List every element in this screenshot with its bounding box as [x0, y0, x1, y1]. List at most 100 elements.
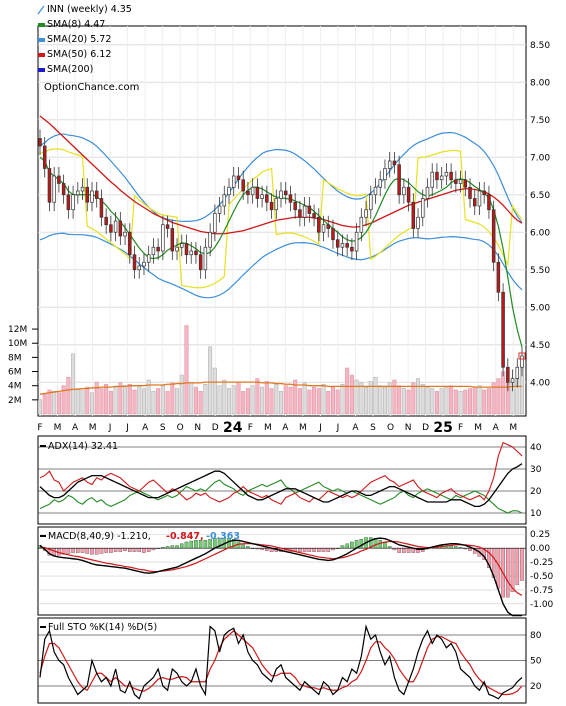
- candle-body: [165, 224, 170, 229]
- candle-body: [411, 201, 416, 229]
- candle-body: [161, 224, 165, 252]
- macd-panel: 0.25 0.00 -0.25 -0.50 -0.75 -1.00 MACD(8,40,9)…: [37, 526, 554, 617]
- volume-bar: [85, 386, 90, 415]
- macd-content-tick-label: 0.25: [530, 530, 550, 540]
- volume-bar: [222, 379, 227, 415]
- macd-histogram-bar: [90, 548, 94, 555]
- candle-body: [231, 175, 236, 188]
- bollinger-lower-line: [39, 232, 523, 299]
- candle-body: [307, 205, 312, 214]
- volume-bar: [486, 388, 491, 415]
- candle-body: [335, 239, 340, 248]
- candle-body: [57, 175, 61, 184]
- volume-bar: [373, 376, 378, 415]
- candle-body: [369, 194, 373, 211]
- candle-body: [175, 246, 179, 252]
- macd-histogram-bar: [496, 548, 501, 589]
- volume-bar: [321, 384, 326, 415]
- adx-content-tick-label: 30: [530, 465, 542, 475]
- macd-histogram-bar: [109, 548, 113, 553]
- candle-body: [94, 190, 99, 199]
- candle-body: [444, 171, 449, 177]
- candle-body: [501, 291, 505, 368]
- macd-histogram-bar: [383, 542, 387, 549]
- legend-swatch: [38, 68, 45, 72]
- macd-histogram-bar: [298, 548, 302, 552]
- candle-body: [354, 231, 359, 252]
- candle-body: [317, 216, 321, 233]
- macd-histogram-bar: [99, 548, 104, 554]
- volume-bar: [302, 382, 307, 415]
- candle-body: [250, 186, 255, 196]
- candle-body: [283, 190, 288, 196]
- volume-bar: [387, 382, 392, 415]
- legend-label: SMA(50) 6.12: [47, 49, 111, 60]
- price-tick-label: 8.00: [530, 78, 550, 88]
- candle-body: [241, 179, 245, 192]
- volume-bar: [132, 389, 137, 415]
- macd-histogram-bar: [85, 548, 90, 554]
- volume-bar: [113, 386, 118, 415]
- legend-swatch: [38, 53, 45, 57]
- volume-bar: [203, 384, 208, 415]
- macd-histogram-bar: [302, 548, 307, 552]
- macd-histogram-bar: [397, 548, 401, 553]
- candle-body: [113, 220, 118, 233]
- volume-tick-label: 10M: [8, 339, 27, 349]
- legend-swatch: [38, 38, 45, 42]
- macd-histogram-bar: [104, 548, 108, 553]
- macd-histogram-bar: [515, 548, 520, 585]
- legend-label: SMA(20) 5.72: [47, 34, 111, 45]
- month-label: O: [177, 423, 184, 433]
- macd-histogram-bar: [506, 548, 510, 598]
- macd-histogram-bar: [402, 548, 406, 553]
- sto-content-tick-label: 80: [530, 631, 542, 641]
- macd-histogram-bar: [307, 548, 312, 552]
- month-label: J: [318, 423, 322, 433]
- candle-body: [449, 171, 453, 181]
- month-label: A: [352, 423, 359, 433]
- volume-bar: [118, 382, 123, 415]
- candle-body: [387, 160, 392, 169]
- candle-body: [487, 194, 491, 211]
- candle-body: [454, 179, 458, 184]
- volume-bar: [94, 381, 99, 415]
- macd-content-tick-label: -1.00: [530, 600, 554, 610]
- price-tick-label: 7.50: [530, 116, 550, 126]
- macd-histogram-bar: [113, 548, 118, 552]
- volume-bar: [278, 391, 284, 415]
- candle-body: [397, 164, 401, 196]
- volume-bar: [146, 379, 151, 415]
- volume-bar: [430, 388, 435, 415]
- volume-bar: [340, 384, 345, 415]
- macd-line: [39, 537, 522, 617]
- macd-histogram-bar: [265, 548, 269, 551]
- volume-bar: [364, 386, 369, 415]
- legend-label: SMA(8) 4.47: [47, 19, 105, 30]
- volume-tick-label: 6M: [8, 368, 22, 378]
- volume-bar: [212, 367, 217, 415]
- volume-tick-label: 4M: [8, 382, 22, 392]
- candle-body: [496, 261, 501, 293]
- legend-label: SMA(200): [47, 64, 93, 75]
- macd-histogram-bar: [510, 548, 515, 592]
- macd-histogram-bar: [326, 548, 331, 552]
- volume-bar: [47, 389, 52, 415]
- candle-body: [180, 243, 184, 248]
- volume-bar: [160, 385, 165, 415]
- candle-body: [255, 186, 260, 199]
- volume-bar: [189, 382, 194, 415]
- volume-bar: [330, 386, 335, 415]
- candle-body: [421, 198, 425, 218]
- candle-body: [198, 254, 203, 271]
- volume-bar: [368, 381, 373, 415]
- candle-body: [246, 190, 250, 196]
- volume-bar: [425, 386, 430, 415]
- macd-histogram-bar: [312, 548, 316, 552]
- candle-body: [260, 194, 264, 199]
- candle-body: [213, 213, 217, 233]
- candle-body: [288, 194, 293, 203]
- macd-content-tick-label: 0.00: [530, 544, 550, 554]
- sto-k-line: [39, 624, 523, 700]
- volume-bar: [406, 389, 411, 415]
